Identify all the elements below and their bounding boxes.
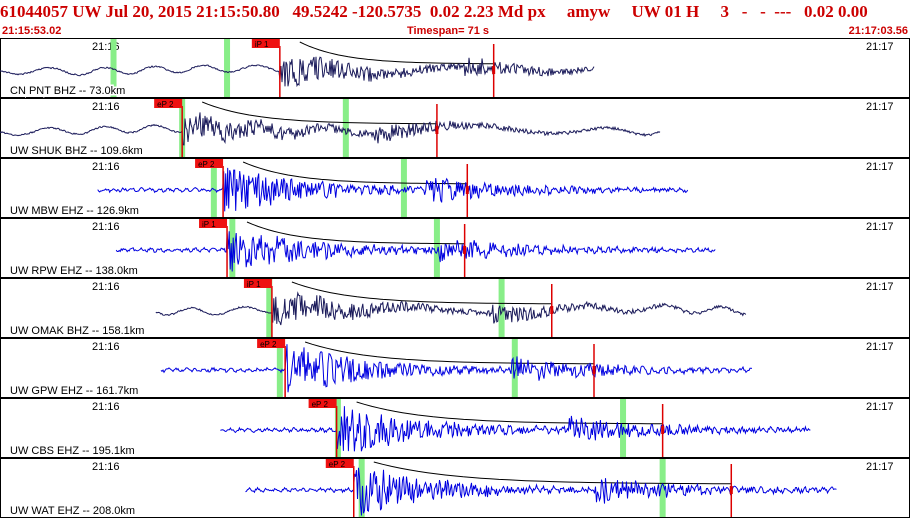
panel-frame — [0, 458, 910, 518]
p-pick-label: eP 2 — [198, 160, 215, 169]
p-pick-label: iP 1 — [255, 40, 269, 49]
waveform-trace — [115, 231, 716, 272]
p-pick-label: eP 2 — [312, 400, 329, 409]
coda-decay-curve — [304, 341, 594, 365]
trace-panel: 21:16 21:17 eP 2 UW GPW EHZ -- 161.7km — [0, 338, 910, 399]
waveform-trace — [0, 112, 661, 146]
end-time-label: 21:17:03.56 — [848, 25, 908, 37]
left-time-label: 21:16 — [92, 401, 120, 413]
station-label: UW MBW EHZ -- 126.9km — [10, 205, 139, 217]
right-time-label: 21:17 — [866, 41, 894, 53]
coda-pick-marker — [465, 186, 469, 194]
waveform-trace — [0, 56, 595, 88]
waveform-trace — [220, 406, 811, 452]
p-pick-box — [251, 39, 280, 48]
left-time-label: 21:16 — [92, 281, 120, 293]
trace-panel: 21:16 21:17 eP 2 UW CBS EHZ -- 195.1km — [0, 398, 910, 459]
p-pick-label: eP 2 — [260, 340, 277, 349]
analysis-window-marker — [433, 219, 440, 277]
waveform-trace — [245, 467, 837, 516]
trace-panel: 21:16 21:17 eP 2 UW MBW EHZ -- 126.9km — [0, 158, 910, 219]
station-label: UW WAT EHZ -- 208.0km — [10, 505, 135, 517]
analysis-window-marker — [334, 399, 341, 457]
coda-pick-marker — [592, 366, 596, 374]
right-time-label: 21:17 — [866, 101, 894, 113]
coda-pick-marker — [729, 486, 733, 494]
right-time-label: 21:17 — [866, 461, 894, 473]
left-time-label: 21:16 — [92, 161, 120, 173]
coda-pick-marker — [463, 246, 467, 254]
p-pick-box — [154, 99, 183, 108]
p-pick-label: iP 1 — [202, 220, 216, 229]
p-pick-label: eP 2 — [157, 100, 174, 109]
start-time-label: 21:15:53.02 — [2, 25, 62, 37]
p-pick-box — [199, 219, 228, 228]
coda-decay-curve — [246, 221, 465, 245]
left-time-label: 21:16 — [92, 341, 120, 353]
p-pick-label: iP 1 — [247, 280, 261, 289]
coda-decay-curve — [291, 281, 552, 305]
coda-decay-curve — [356, 401, 663, 425]
station-label: UW GPW EHZ -- 161.7km — [10, 385, 138, 397]
coda-pick-marker — [550, 306, 554, 314]
coda-decay-curve — [242, 161, 468, 185]
analysis-window-marker — [276, 339, 283, 397]
analysis-window-marker — [229, 219, 236, 277]
waveform-trace — [155, 291, 747, 326]
analysis-window-marker — [498, 279, 505, 337]
trace-panel: 21:16 21:17 iP 1 UW OMAK BHZ -- 158.1km — [0, 278, 910, 339]
station-label: UW OMAK BHZ -- 158.1km — [10, 325, 144, 337]
station-label: UW CBS EHZ -- 195.1km — [10, 445, 135, 457]
coda-pick-marker — [492, 66, 496, 74]
coda-pick-marker — [661, 426, 665, 434]
event-header: 61044057 UW Jul 20, 2015 21:15:50.80 49.… — [0, 0, 910, 38]
right-time-label: 21:17 — [866, 221, 894, 233]
coda-pick-marker — [435, 126, 439, 134]
p-pick-box — [243, 279, 272, 288]
station-label: UW RPW EHZ -- 138.0km — [10, 265, 138, 277]
right-time-label: 21:17 — [866, 341, 894, 353]
analysis-window-marker — [266, 279, 273, 337]
p-pick-box — [257, 339, 286, 348]
station-label: CN PNT BHZ -- 73.0km — [10, 85, 125, 97]
p-pick-box — [195, 159, 224, 168]
waveform-trace — [97, 167, 689, 212]
left-time-label: 21:16 — [92, 221, 120, 233]
trace-panel: 21:16 21:17 eP 2 UW WAT EHZ -- 208.0km — [0, 458, 910, 519]
event-summary-line: 61044057 UW Jul 20, 2015 21:15:50.80 49.… — [0, 2, 868, 21]
station-label: UW SHUK BHZ -- 109.6km — [10, 145, 143, 157]
analysis-window-marker — [659, 459, 666, 517]
p-pick-box — [308, 399, 337, 408]
p-pick-label: eP 2 — [329, 460, 346, 469]
p-pick-box — [325, 459, 354, 468]
analysis-window-marker — [400, 159, 407, 217]
coda-decay-curve — [373, 461, 732, 485]
right-time-label: 21:17 — [866, 161, 894, 173]
timespan-label: Timespan= 71 s — [407, 25, 490, 37]
analysis-window-marker — [511, 339, 518, 397]
analysis-window-marker — [358, 459, 365, 517]
analysis-window-marker — [110, 39, 117, 97]
trace-panel: 21:16 21:17 eP 2 UW SHUK BHZ -- 109.6km — [0, 98, 910, 159]
waveform-trace — [160, 344, 753, 393]
coda-decay-curve — [202, 101, 437, 125]
right-time-label: 21:17 — [866, 281, 894, 293]
left-time-label: 21:16 — [92, 461, 120, 473]
left-time-label: 21:16 — [92, 101, 120, 113]
coda-decay-curve — [299, 41, 494, 65]
trace-panel: 21:16 21:17 iP 1 UW RPW EHZ -- 138.0km — [0, 218, 910, 279]
right-time-label: 21:17 — [866, 401, 894, 413]
analysis-window-marker — [342, 99, 349, 157]
analysis-window-marker — [224, 39, 231, 97]
analysis-window-marker — [210, 159, 217, 217]
